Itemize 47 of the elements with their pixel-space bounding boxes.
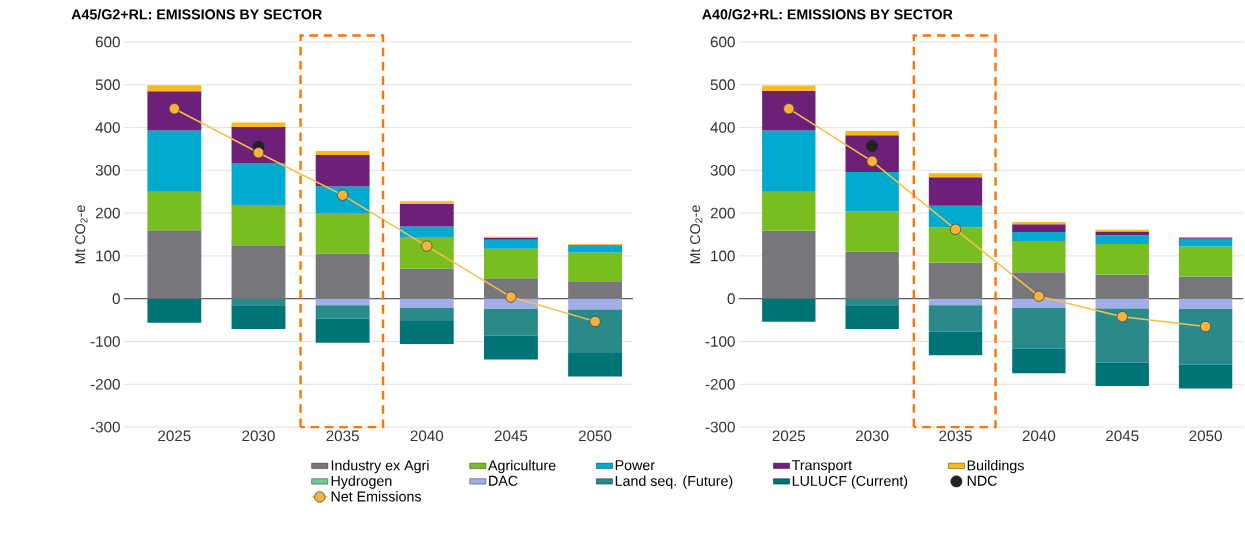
x-tick-label: 2040 (410, 430, 444, 442)
y-axis-title: Mt CO$_{2}$-e (690, 205, 703, 264)
legend-label: Net Emissions (331, 491, 422, 502)
chart-title: A45/G2+RL: EMISSIONS BY SECTOR (71, 8, 323, 20)
y-tick-label: 100 (96, 250, 120, 262)
legend-label: Hydrogen (331, 475, 392, 489)
y-tick-label: -200 (90, 378, 120, 390)
y-tick-label: 400 (710, 122, 735, 133)
y-tick-label: 600 (95, 36, 120, 48)
legend-label: DAC (489, 475, 518, 486)
x-tick-label: 2045 (1106, 430, 1139, 442)
y-tick-label: 0 (112, 293, 120, 305)
x-tick-label: 2050 (578, 430, 612, 442)
y-tick-label: 600 (710, 36, 735, 48)
y-tick-label: -300 (705, 421, 735, 433)
x-tick-label: 2045 (494, 430, 528, 442)
y-tick-label: 400 (95, 122, 120, 133)
y-tick-label: 0 (727, 293, 735, 305)
y-tick-label: 200 (710, 207, 735, 219)
y-tick-label: 500 (710, 79, 735, 91)
chart-title: A40/G2+RL: EMISSIONS BY SECTOR (702, 8, 953, 20)
y-tick-label: 500 (95, 79, 120, 91)
x-tick-label: 2030 (856, 430, 889, 442)
legend-label: Buildings (967, 460, 1024, 474)
x-tick-label: 2040 (1022, 430, 1056, 442)
y-tick-label: -200 (705, 378, 735, 390)
y-tick-label: 300 (95, 164, 120, 176)
legend-label: Industry ex Agri (331, 460, 429, 474)
legend-label: Agriculture (488, 460, 556, 474)
y-tick-label: 100 (711, 250, 735, 262)
y-axis-title: Mt CO$_{2}$-e (75, 205, 88, 264)
x-tick-label: 2025 (772, 430, 806, 442)
y-tick-label: -300 (90, 421, 120, 433)
legend-label: Land seq. (Future) (615, 475, 733, 489)
legend-label: LULUCF (Current) (792, 475, 908, 489)
x-tick-label: 2025 (158, 430, 191, 442)
x-tick-label: 2030 (242, 430, 275, 442)
y-tick-label: -100 (90, 336, 120, 347)
x-tick-label: 2035 (939, 430, 972, 442)
legend-label: NDC (967, 475, 997, 486)
y-tick-label: 200 (95, 207, 120, 219)
x-tick-label: 2050 (1189, 430, 1222, 442)
y-tick-label: 300 (710, 164, 735, 176)
legend-label: Power (615, 460, 655, 471)
legend-label: Transport (792, 460, 853, 474)
x-tick-label: 2035 (326, 430, 359, 442)
y-tick-label: -100 (705, 336, 735, 347)
